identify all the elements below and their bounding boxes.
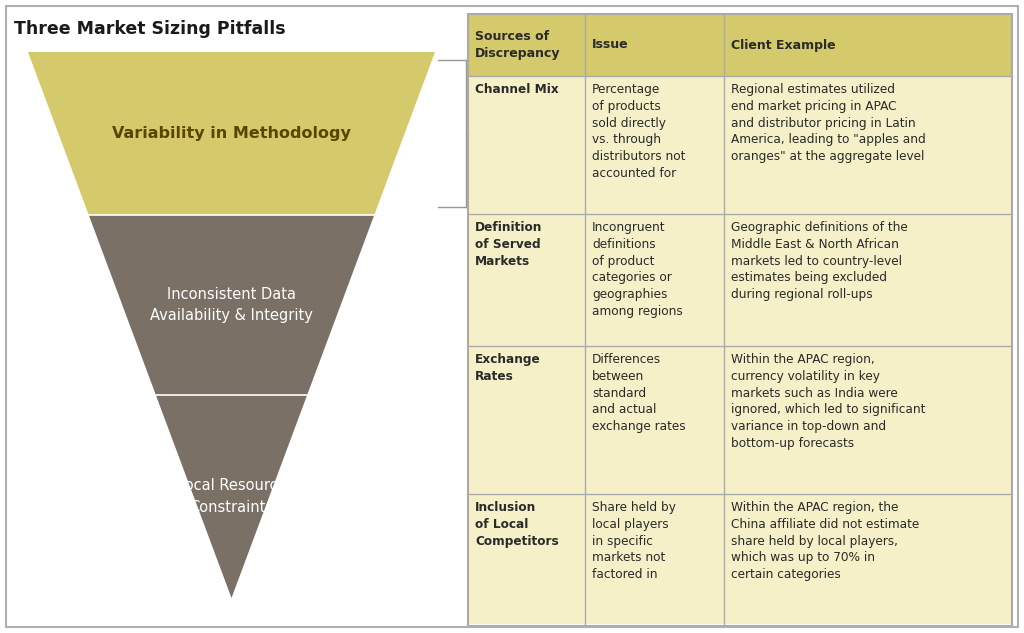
Text: Geographic definitions of the
Middle East & North African
markets led to country: Geographic definitions of the Middle Eas…	[731, 221, 907, 301]
Text: Incongruent
definitions
of product
categories or
geographies
among regions: Incongruent definitions of product categ…	[592, 221, 683, 318]
Text: Client Example: Client Example	[731, 39, 836, 51]
Text: Share held by
local players
in specific
markets not
factored in: Share held by local players in specific …	[592, 501, 676, 581]
Text: Variability in Methodology: Variability in Methodology	[112, 126, 351, 141]
Text: Percentage
of products
sold directly
vs. through
distributors not
accounted for: Percentage of products sold directly vs.…	[592, 83, 685, 180]
Text: Local Resource
Constraints: Local Resource Constraints	[177, 479, 287, 515]
FancyBboxPatch shape	[468, 76, 1012, 214]
FancyBboxPatch shape	[468, 14, 1012, 76]
Polygon shape	[89, 215, 374, 395]
FancyBboxPatch shape	[468, 346, 1012, 494]
Text: Regional estimates utilized
end market pricing in APAC
and distributor pricing i: Regional estimates utilized end market p…	[731, 83, 926, 163]
Text: Three Market Sizing Pitfalls: Three Market Sizing Pitfalls	[14, 20, 286, 38]
Text: Differences
between
standard
and actual
exchange rates: Differences between standard and actual …	[592, 353, 686, 433]
Text: Inclusion
of Local
Competitors: Inclusion of Local Competitors	[475, 501, 559, 548]
Polygon shape	[28, 52, 435, 215]
Text: Within the APAC region, the
China affiliate did not estimate
share held by local: Within the APAC region, the China affili…	[731, 501, 919, 581]
Polygon shape	[156, 395, 307, 598]
Text: Exchange
Rates: Exchange Rates	[475, 353, 541, 383]
Text: Within the APAC region,
currency volatility in key
markets such as India were
ig: Within the APAC region, currency volatil…	[731, 353, 925, 450]
FancyBboxPatch shape	[468, 214, 1012, 346]
FancyBboxPatch shape	[468, 494, 1012, 624]
Text: Channel Mix: Channel Mix	[475, 83, 559, 96]
Text: Definition
of Served
Markets: Definition of Served Markets	[475, 221, 543, 268]
Text: Inconsistent Data
Availability & Integrity: Inconsistent Data Availability & Integri…	[151, 287, 313, 323]
Text: Issue: Issue	[592, 39, 629, 51]
Text: Sources of
Discrepancy: Sources of Discrepancy	[475, 30, 560, 60]
